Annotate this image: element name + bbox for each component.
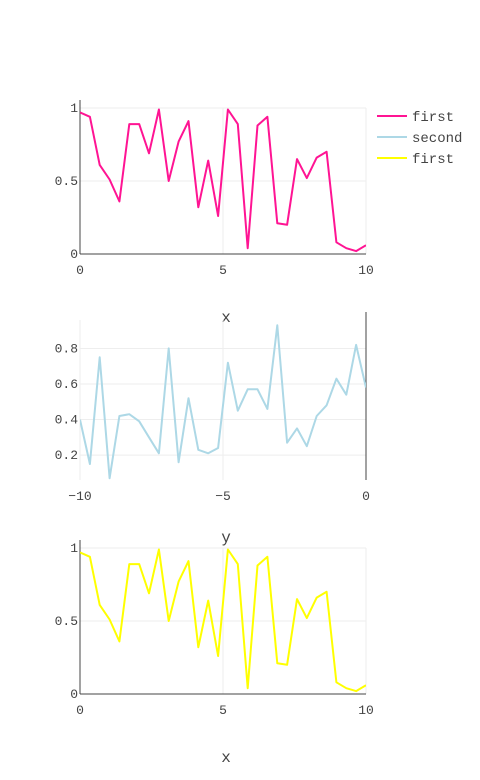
x-tick-label: 0: [362, 489, 370, 504]
y-tick-label: 0.4: [55, 413, 79, 428]
x-axis-title: x: [221, 309, 231, 327]
legend[interactable]: first second first: [377, 110, 462, 168]
legend-item-3[interactable]: first: [377, 152, 454, 168]
x-tick-label: 5: [219, 703, 227, 718]
legend-label: first: [412, 110, 454, 126]
subplot-1: 0 5 10 0 0.5 1 x: [55, 100, 374, 327]
series-line-first[interactable]: [80, 548, 366, 693]
series-line-second[interactable]: [80, 324, 366, 480]
y-tick-label: 0.5: [55, 174, 78, 189]
y-tick-label: 0.5: [55, 614, 78, 629]
x-tick-label: 0: [76, 263, 84, 278]
series-line-first[interactable]: [80, 108, 366, 253]
x-tick-label: 0: [76, 703, 84, 718]
x-tick-label: −10: [68, 489, 91, 504]
x-tick-label: −5: [215, 489, 231, 504]
y-tick-label: 1: [70, 541, 78, 556]
subplot-3: 0 5 10 0 0.5 1 x: [55, 540, 374, 767]
y-tick-label: 0.8: [55, 341, 78, 356]
subplot-2: −10 −5 0 0.2 0.4 0.6 0.8 y: [55, 312, 370, 547]
y-tick-label: 0.6: [55, 377, 78, 392]
x-tick-label: 10: [358, 703, 374, 718]
legend-item-2[interactable]: second: [377, 131, 462, 147]
legend-item-1[interactable]: first: [377, 110, 454, 126]
legend-label: second: [412, 131, 462, 147]
y-tick-label: 0: [70, 687, 78, 702]
x-axis-title: x: [221, 749, 231, 767]
subplots: 0 5 10 0 0.5 1 x −10 −5 0 0.2 0.4 0.6 0.8 y 0 5 10 0 0.5 1 x: [55, 100, 374, 767]
x-tick-label: 10: [358, 263, 374, 278]
y-tick-label: 0: [70, 247, 78, 262]
legend-label: first: [412, 152, 454, 168]
y-tick-label: 0.2: [55, 448, 78, 463]
x-axis-title: y: [221, 529, 231, 547]
y-tick-label: 1: [70, 101, 78, 116]
x-tick-label: 5: [219, 263, 227, 278]
